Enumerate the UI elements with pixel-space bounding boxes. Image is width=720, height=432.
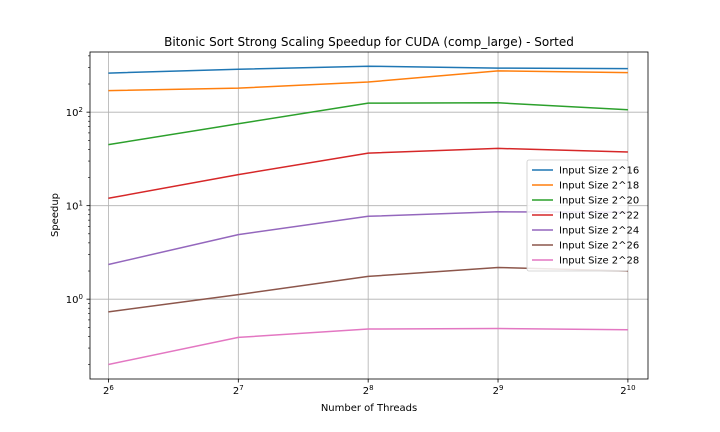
legend-entry-label: Input Size 2^24 — [559, 226, 639, 237]
x-tick-label: 29 — [493, 384, 504, 397]
legend-entry-label: Input Size 2^16 — [559, 166, 639, 177]
series-line-1 — [108, 65, 628, 74]
legend-entry-label: Input Size 2^26 — [559, 241, 639, 252]
plot-frame — [89, 51, 649, 380]
x-tick-label: 27 — [233, 384, 244, 397]
x-tick-label: 28 — [363, 384, 374, 397]
series-line-4 — [108, 147, 628, 200]
legend-entry-label: Input Size 2^28 — [559, 256, 639, 267]
legend: Input Size 2^16 Input Size 2^18 Input Size… — [526, 159, 639, 272]
series-line-2 — [108, 70, 628, 92]
y-axis-ticks: 100 101 102 — [66, 55, 90, 365]
x-axis-label: Number of Threads — [321, 403, 417, 414]
legend-box — [526, 159, 629, 272]
legend-entry-label: Input Size 2^22 — [559, 211, 639, 222]
chart-title: Bitonic Sort Strong Scaling Speedup for … — [164, 35, 574, 49]
legend-entry-label: Input Size 2^18 — [559, 181, 639, 192]
x-tick-label: 210 — [620, 384, 635, 397]
series-line-3 — [108, 102, 628, 146]
y-axis-label: Speedup — [50, 193, 61, 237]
y-tick-label: 101 — [66, 200, 83, 213]
legend-entry-label: Input Size 2^20 — [559, 196, 639, 207]
y-tick-label: 100 — [66, 293, 83, 306]
x-tick-label: 26 — [103, 384, 114, 397]
x-axis-ticks: 26 27 28 29 210 — [103, 379, 636, 397]
y-tick-label: 102 — [66, 106, 83, 119]
series-line-7 — [108, 327, 628, 366]
